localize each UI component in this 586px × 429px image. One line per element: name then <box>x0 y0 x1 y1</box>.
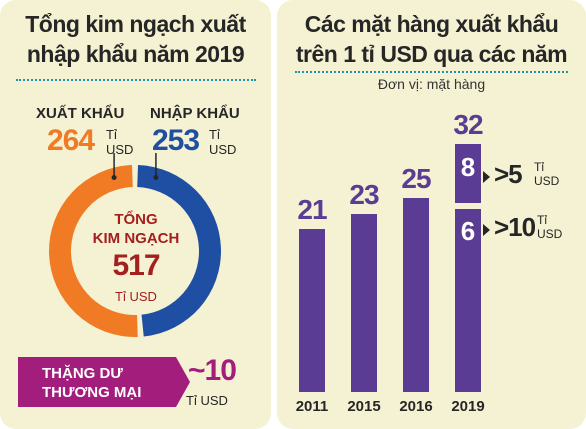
annotation-value-5: >5 <box>494 159 523 189</box>
year-label-2015: 2015 <box>347 398 381 415</box>
donut-slice-export <box>49 165 138 337</box>
left-title-line2: nhập khẩu năm 2019 <box>26 41 245 67</box>
left-divider <box>16 79 256 81</box>
bar-2019-segment-10 <box>455 209 481 253</box>
annotation-unit-10: Tỉ USD <box>537 213 563 241</box>
annotation-arrow-10 <box>483 224 490 236</box>
total-value: 517 <box>112 249 160 282</box>
import-label: NHẬP KHẨU <box>150 105 240 122</box>
bar-2019-segment-5 <box>455 144 481 203</box>
leader-dot-export <box>111 175 117 181</box>
balance-arrow <box>176 357 190 407</box>
total-label-line1: TỔNG <box>114 211 158 228</box>
export-label: XUẤT KHẨU <box>36 105 125 122</box>
bar-value-2016: 25 <box>401 163 431 195</box>
balance-label-line1: THẶNG DƯ <box>42 365 123 382</box>
annotation-value-10: >10 <box>494 212 536 242</box>
right-title-line1: Các mặt hàng xuất khẩu <box>304 11 559 37</box>
balance-unit: Tỉ USD <box>186 393 228 408</box>
bar-2019-segment-10-value: 6 <box>460 216 476 246</box>
unit-note: Đơn vị: mặt hàng <box>377 76 486 92</box>
annotation-unit-5: Tỉ USD <box>534 160 560 188</box>
bar-2016 <box>403 198 429 392</box>
bar-2011 <box>299 229 325 392</box>
bar-value-2019: 32 <box>453 109 483 140</box>
trade-balance-badge: THẶNG DƯ THƯƠNG MẠI <box>18 357 176 407</box>
left-title-line1: Tổng kim ngạch xuất <box>25 11 246 37</box>
import-value: 253 <box>152 124 200 157</box>
year-label-2011: 2011 <box>295 398 329 415</box>
import-unit: Tỉ USD <box>209 127 237 157</box>
balance-value: ~10 <box>188 354 237 387</box>
donut-slice-import <box>137 165 221 337</box>
right-panel: Các mặt hàng xuất khẩu trên 1 tỉ USD qua… <box>277 0 586 429</box>
balance-label-line2: THƯƠNG MẠI <box>42 384 142 401</box>
leader-dot-import <box>153 175 159 181</box>
left-panel: Tổng kim ngạch xuất nhập khẩu năm 2019 X… <box>0 0 271 429</box>
export-unit: Tỉ USD <box>106 127 134 157</box>
right-title-line2: trên 1 tỉ USD qua các năm <box>295 41 568 67</box>
year-label-2019: 2019 <box>451 398 485 415</box>
total-unit: Tỉ USD <box>115 289 157 304</box>
export-value: 264 <box>47 124 95 157</box>
trade-donut-chart <box>49 153 221 337</box>
bar-2019-segment-5-value: 8 <box>460 152 476 182</box>
right-divider <box>295 71 568 73</box>
annotation-arrow-5 <box>483 171 490 183</box>
total-label-line2: KIM NGẠCH <box>92 230 180 247</box>
bar-2019-rest <box>455 252 481 392</box>
year-label-2016: 2016 <box>399 398 433 415</box>
bar-2015 <box>351 213 377 392</box>
bar-value-2015: 23 <box>349 178 379 210</box>
bar-value-2011: 21 <box>297 194 327 226</box>
